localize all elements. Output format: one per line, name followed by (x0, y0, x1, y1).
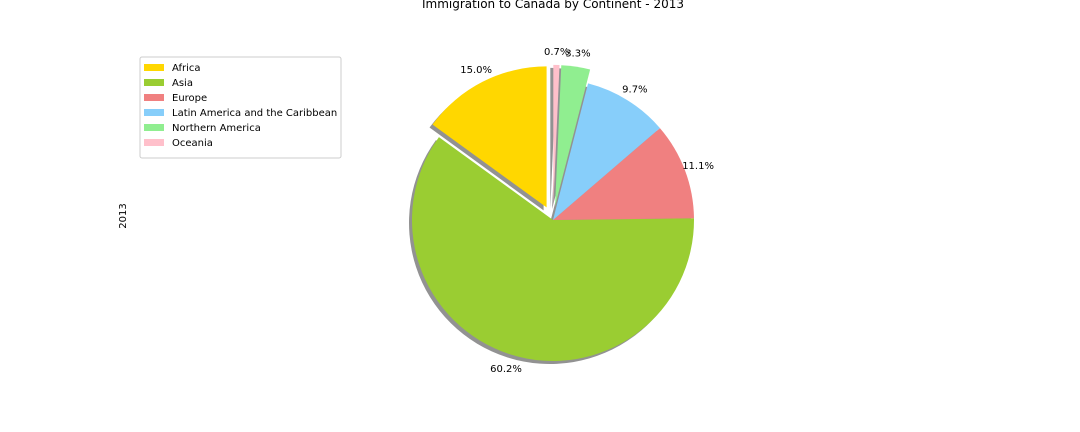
y-axis-label: 2013 (118, 203, 129, 228)
legend-label-northern-america: Northern America (172, 123, 261, 134)
legend-label-africa: Africa (172, 63, 201, 74)
legend: Africa Asia Europe Latin America and the Ca… (139, 56, 342, 159)
legend-label-oceania: Oceania (172, 138, 213, 149)
percent-label-europe: 11.1% (682, 161, 714, 172)
legend-box (139, 56, 342, 159)
legend-label-asia: Asia (172, 78, 193, 89)
chart-title: Immigration to Canada by Continent - 201… (422, 0, 684, 11)
percent-label-africa: 15.0% (460, 65, 492, 76)
percent-label-oceania: 0.7% (544, 47, 569, 58)
percent-label-asia: 60.2% (490, 364, 522, 375)
legend-swatch-africa (144, 64, 164, 71)
pie-slices (412, 64, 695, 361)
legend-swatch-europe (144, 94, 164, 101)
legend-items: Africa Asia Europe Latin America and the Ca… (144, 63, 337, 149)
legend-label-europe: Europe (172, 93, 207, 104)
slice-africa (432, 66, 547, 208)
slice-northern-america (555, 65, 591, 207)
slice-oceania (553, 64, 560, 206)
slice-latin-america-and-the-caribbean (553, 83, 660, 220)
slice-asia (412, 137, 695, 361)
legend-swatch-oceania (144, 139, 164, 146)
percent-label-northern-america: 3.3% (565, 49, 590, 60)
slice-europe (553, 128, 694, 220)
legend-swatch-northern-america (144, 124, 164, 131)
legend-swatch-latin-america-and-the-caribbean (144, 109, 164, 116)
percent-label-latin-america-and-the-caribbean: 9.7% (622, 84, 647, 95)
legend-swatch-asia (144, 79, 164, 86)
percent-labels: 15.0% 60.2% 11.1% 9.7% 3.3%0.7% (460, 47, 714, 375)
legend-label-latin-america-and-the-caribbean: Latin America and the Caribbean (172, 108, 337, 119)
